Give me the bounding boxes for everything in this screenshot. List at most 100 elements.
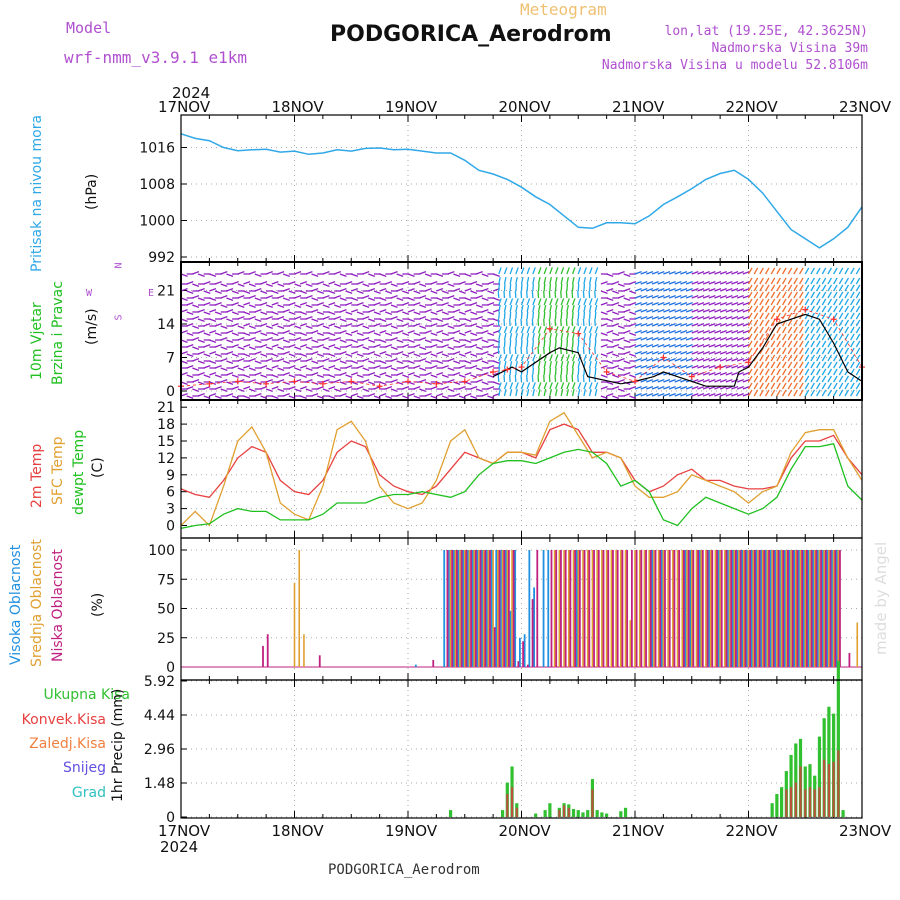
wind-barb xyxy=(515,305,518,313)
wind-barb xyxy=(804,375,810,383)
wind-barb xyxy=(345,301,353,306)
date-label-top: 19NOV xyxy=(385,98,438,116)
wind-barb xyxy=(731,357,739,362)
y-tick-label: 1.48 xyxy=(144,776,175,792)
wind-barb xyxy=(855,312,861,320)
wind-barb xyxy=(759,298,764,306)
wind-barb xyxy=(566,361,569,369)
wind-barb xyxy=(663,364,671,369)
wind-barb xyxy=(356,343,364,348)
wind-barb xyxy=(651,301,659,306)
wind-barb xyxy=(776,298,781,306)
wind-barb xyxy=(634,371,642,376)
wind-barb xyxy=(651,350,659,355)
wind-barb xyxy=(277,294,285,299)
wind-barb xyxy=(526,298,531,306)
wind-barb xyxy=(424,360,432,365)
wind-barb xyxy=(600,364,608,369)
wind-barb xyxy=(277,315,285,320)
wind-barb xyxy=(697,336,705,341)
wind-barb xyxy=(646,315,654,320)
wind-barb xyxy=(441,374,449,379)
wind-barb xyxy=(764,305,770,313)
wind-barb xyxy=(583,354,587,362)
wind-barb xyxy=(764,319,770,327)
wind-barb xyxy=(328,343,336,348)
wind-barb xyxy=(379,381,387,386)
wind-barb xyxy=(588,298,593,306)
wind-barb xyxy=(277,357,285,362)
wind-barb xyxy=(334,315,342,320)
wind-barb xyxy=(691,294,699,299)
wind-barb xyxy=(697,343,705,348)
wind-barb xyxy=(821,267,827,275)
wind-barb xyxy=(180,371,188,376)
wind-barb xyxy=(685,294,693,299)
y-tick-label: 0 xyxy=(166,384,175,400)
wind-barb xyxy=(793,277,798,285)
wind-barb xyxy=(685,270,693,275)
wind-barb xyxy=(288,353,296,358)
precip-total-bar xyxy=(576,810,580,817)
wind-barb xyxy=(577,361,581,369)
wind-barb xyxy=(680,371,688,376)
wind-barb xyxy=(487,385,495,390)
wind-barb xyxy=(498,382,502,390)
wind-barb xyxy=(441,322,449,327)
wind-barb xyxy=(793,319,798,327)
wind-barb xyxy=(379,273,387,278)
wind-barb xyxy=(855,368,861,376)
wind-barb xyxy=(838,319,844,327)
wind-barb xyxy=(294,367,302,372)
dewpt-line xyxy=(180,443,863,529)
wind-barb xyxy=(254,360,262,365)
wind-barb xyxy=(702,385,710,390)
wind-barb xyxy=(192,367,200,372)
wind-barb xyxy=(776,326,781,334)
wind-barb xyxy=(600,385,608,390)
wind-barb xyxy=(214,290,222,295)
wind-barb xyxy=(702,322,710,327)
wind-barb xyxy=(753,284,759,292)
wind-barb xyxy=(776,284,781,292)
wind-barb xyxy=(351,339,359,344)
wind-barb xyxy=(764,326,770,334)
lonlat-text: lon,lat (19.25E, 42.3625N) xyxy=(664,24,869,39)
wind-barb xyxy=(503,361,507,369)
wind-barb xyxy=(708,371,716,376)
wind-barb xyxy=(634,336,642,341)
wind-barb xyxy=(237,357,245,362)
wind-barb xyxy=(260,332,268,337)
wind-barb xyxy=(714,322,722,327)
wind-barb xyxy=(464,297,472,302)
wind-barb xyxy=(407,392,415,397)
wind-barb xyxy=(691,371,699,376)
wind-barb xyxy=(373,364,381,369)
wind-barb xyxy=(180,350,188,355)
wind-barb xyxy=(334,336,342,341)
wind-barb xyxy=(277,304,285,309)
wind-barb xyxy=(532,277,535,285)
precip-total-bar xyxy=(841,810,845,817)
wind-barb xyxy=(793,347,798,355)
wind-barb xyxy=(322,294,330,299)
wind-barb xyxy=(180,318,188,323)
wind-barb xyxy=(475,283,483,288)
wind-barb xyxy=(674,301,682,306)
wind-barb xyxy=(731,392,739,397)
wind-barb xyxy=(271,322,279,327)
wind-barb xyxy=(787,267,793,275)
wind-barb xyxy=(827,319,833,327)
wind-barb xyxy=(571,389,575,397)
wind-barb xyxy=(606,318,614,323)
wind-barb xyxy=(702,343,710,348)
wind-barb xyxy=(226,360,234,365)
wind-barb xyxy=(719,301,727,306)
wind-barb xyxy=(520,277,524,285)
y-tick-label: 21 xyxy=(157,284,175,300)
wind-barb xyxy=(373,353,381,358)
wind-barb xyxy=(192,336,200,341)
wind-barb xyxy=(623,360,631,365)
wind-barb xyxy=(747,375,753,383)
wind-barb xyxy=(600,374,608,379)
